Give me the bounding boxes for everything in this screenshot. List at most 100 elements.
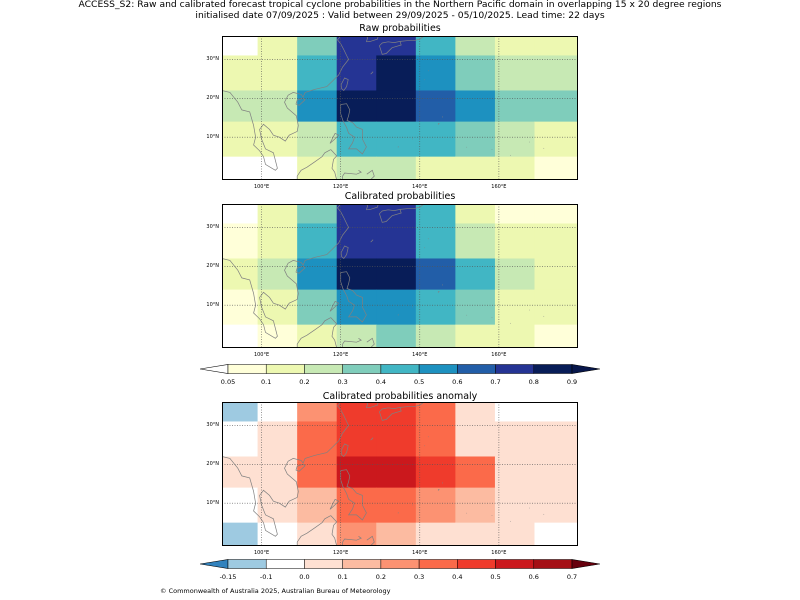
grid-cell	[336, 456, 377, 489]
grid-cell	[455, 456, 496, 489]
latitude-tick-label: 10°N	[206, 302, 219, 309]
calibrated-probability-map: 10°N 20°N 30°N 100°E 120°E 140°E 160°E	[206, 204, 578, 358]
grid-cell	[455, 90, 496, 123]
probability-cells	[222, 36, 578, 180]
grid-cell	[494, 289, 535, 326]
grid-cell	[415, 156, 456, 180]
copyright-notice: © Commonwealth of Australia 2025, Austra…	[160, 587, 391, 595]
coastline	[330, 317, 338, 348]
colorbar-segment	[380, 559, 420, 569]
longitude-tick-label: 140°E	[412, 550, 428, 556]
map-svg	[222, 36, 578, 180]
grid-cell	[376, 90, 417, 123]
grid-cell	[257, 121, 298, 158]
grid-cell	[534, 223, 578, 259]
longitude-tick-label: 100°E	[253, 184, 270, 190]
coastline	[379, 208, 402, 223]
grid-cell	[297, 223, 338, 259]
grid-cell	[336, 204, 377, 224]
colorbar-svg	[200, 364, 600, 374]
colorbar-tick-label: 0.6	[452, 378, 463, 386]
grid-cell	[222, 522, 259, 546]
grid-cell	[336, 522, 377, 546]
grid-cell	[534, 90, 578, 123]
grid-cell	[415, 289, 456, 326]
grid-cell	[297, 324, 338, 348]
grid-cell	[415, 36, 456, 56]
latitude-tick-label: 30°N	[206, 224, 219, 231]
grid-cell	[455, 289, 496, 326]
grid-cell	[376, 487, 417, 524]
anomaly-colorbar: -0.15 -0.1 0.0 0.1 0.2 0.3 0.4 0.5 0.6 0.7	[200, 559, 600, 585]
coastline	[340, 77, 349, 92]
grid-cell	[257, 421, 298, 457]
colorbar-tick-label: 0.4	[375, 378, 387, 386]
colorbar-tick-label: 0.3	[337, 378, 348, 386]
latitude-tick-label: 20°N	[206, 461, 219, 468]
grid-cell	[257, 402, 298, 422]
grid-cell	[455, 36, 496, 56]
grid-cell	[534, 289, 578, 326]
coastline	[295, 265, 306, 274]
grid-cell	[494, 90, 535, 123]
grid-cell	[376, 204, 417, 224]
grid-cell	[494, 36, 535, 56]
coastline	[329, 498, 340, 510]
colorbar-tick-label: 0.5	[490, 573, 501, 581]
coastline	[437, 290, 440, 293]
colorbar-tick-label: -0.1	[259, 573, 273, 581]
colorbar-segment	[304, 364, 343, 374]
grid-cell	[534, 121, 578, 158]
coastline	[366, 535, 375, 546]
panel-title-raw: Raw probabilities	[359, 23, 441, 34]
coastline	[366, 169, 375, 180]
coastline	[340, 245, 349, 260]
colorbar-segment	[495, 364, 535, 374]
coastline	[329, 132, 340, 144]
grid-cell	[257, 487, 298, 524]
figure-title-line1: ACCESS_S2: Raw and calibrated forecast t…	[78, 0, 722, 10]
longitude-tick-label: 100°E	[253, 550, 270, 556]
coastline	[342, 338, 362, 348]
grid-cell	[257, 36, 298, 56]
grid-cell	[336, 156, 377, 180]
colorbar-segment	[380, 364, 420, 374]
grid-cell	[376, 121, 417, 158]
colorbar-segment	[533, 559, 573, 569]
grid-cell	[455, 487, 496, 524]
coastline	[342, 170, 362, 180]
map-svg	[222, 402, 578, 546]
colorbar-tick-label: -0.15	[219, 573, 237, 581]
colorbar-tick-label: 0.3	[413, 573, 425, 581]
grid-cell	[297, 90, 338, 123]
graticule	[222, 36, 578, 180]
longitude-tick-label: 120°E	[333, 550, 349, 556]
probability-cells	[222, 402, 578, 546]
grid-cell	[297, 487, 338, 524]
coastlines	[222, 402, 545, 546]
grid-cell	[494, 55, 535, 91]
colorbar-segment	[265, 364, 305, 374]
coastline	[370, 239, 374, 243]
grid-cell	[534, 456, 578, 489]
colorbar-under-extension	[200, 364, 229, 374]
grid-cell	[415, 324, 456, 348]
longitude-tick-label: 160°E	[491, 352, 507, 358]
map-frame	[222, 204, 578, 348]
grid-cell	[376, 223, 417, 259]
colorbar-segment	[533, 364, 573, 374]
coastline	[222, 204, 350, 339]
grid-cell	[376, 324, 417, 348]
grid-cell	[222, 402, 259, 422]
grid-cell	[455, 204, 496, 224]
grid-cell	[336, 36, 377, 56]
raw-probability-map: 10°N 20°N 30°N 100°E 120°E 140°E 160°E	[206, 36, 578, 190]
grid-cell	[534, 258, 578, 291]
grid-cell	[376, 258, 417, 291]
colorbar-tick-label: 0.5	[413, 378, 425, 386]
grid-cell	[455, 522, 496, 546]
grid-cell	[336, 421, 377, 457]
map-frame	[222, 402, 578, 546]
panel-title-anomaly: Calibrated probabilities anomaly	[322, 391, 478, 402]
graticule	[222, 402, 578, 546]
